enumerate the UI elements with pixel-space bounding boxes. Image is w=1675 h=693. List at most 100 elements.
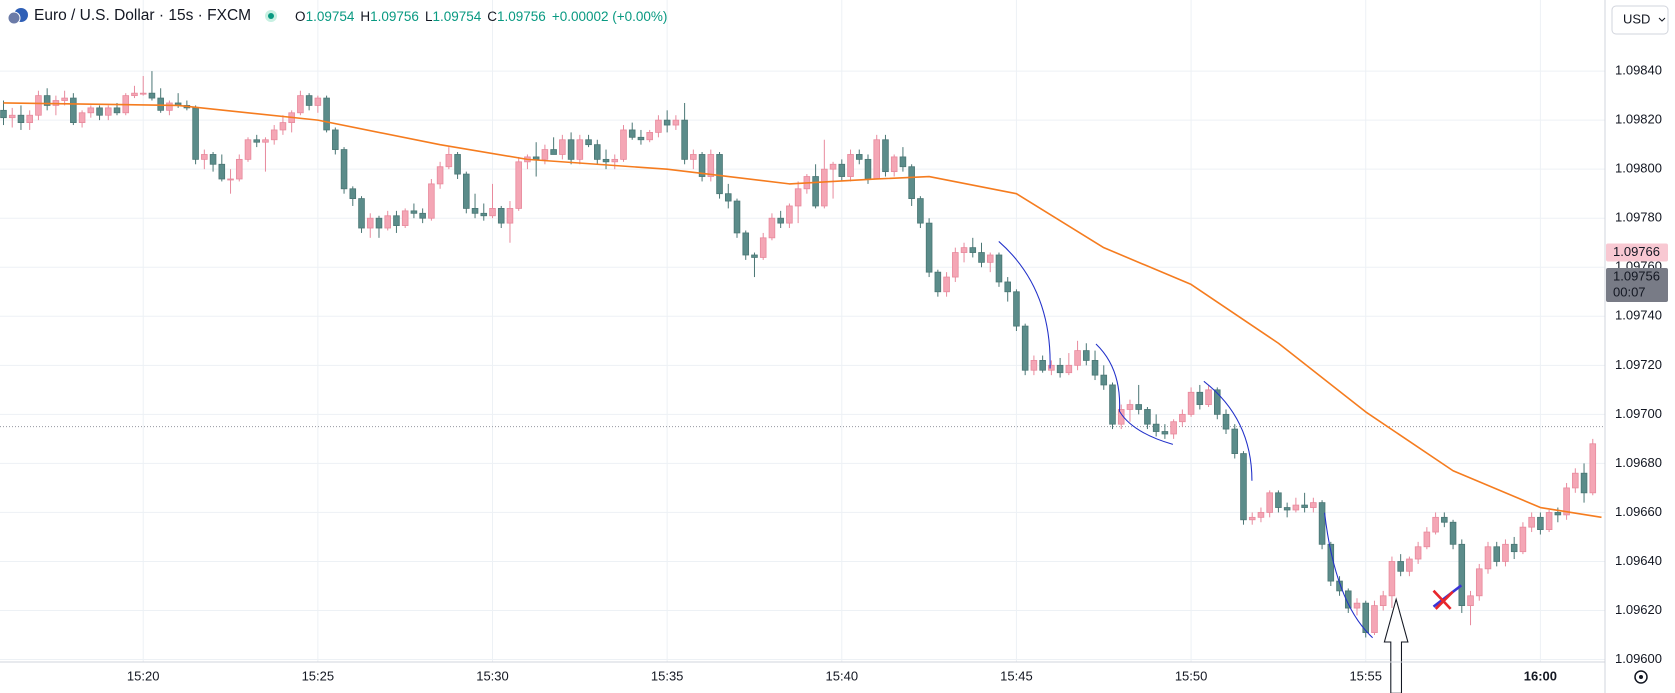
candle-body xyxy=(908,166,915,199)
candle-body xyxy=(43,95,51,106)
candle-body xyxy=(1266,492,1273,513)
drawing-curve xyxy=(1324,512,1373,639)
candle-body xyxy=(576,139,584,160)
candle-body xyxy=(655,119,662,133)
candle-body xyxy=(1283,507,1291,511)
candle-body xyxy=(873,139,881,180)
candle-body xyxy=(1344,590,1352,609)
candle-body xyxy=(646,131,653,141)
candle-body xyxy=(113,107,121,114)
candle-body xyxy=(1336,580,1343,592)
candle-body xyxy=(1310,502,1317,508)
candle-body xyxy=(934,271,942,293)
candle-body xyxy=(1388,561,1396,597)
candle-body xyxy=(1100,374,1108,386)
candle-body xyxy=(419,212,426,219)
candle-body xyxy=(1353,602,1361,609)
candle-body xyxy=(864,158,872,180)
candle-body xyxy=(1397,561,1404,572)
candle-body xyxy=(1240,453,1247,521)
candle-body xyxy=(340,149,348,190)
candle-body xyxy=(751,254,758,258)
y-tick-label: 1.09680 xyxy=(1615,455,1662,470)
candle-body xyxy=(1257,512,1265,518)
candle-body xyxy=(1231,428,1239,454)
drawing-curve xyxy=(1203,380,1253,481)
x-tick-label: 15:45 xyxy=(1000,668,1033,683)
candle-body xyxy=(1170,421,1177,435)
currency[interactable]: USD xyxy=(1623,11,1650,26)
candle-body xyxy=(366,217,374,229)
candle-body xyxy=(1493,546,1501,562)
candle-body xyxy=(1554,512,1562,516)
symbol-icon xyxy=(8,8,28,25)
candle-body xyxy=(1379,595,1387,607)
candle-body xyxy=(602,158,610,163)
candle-body xyxy=(960,247,968,253)
candle-body xyxy=(925,222,933,273)
candle-body xyxy=(35,95,42,116)
candle-body xyxy=(0,109,7,119)
candle-body xyxy=(201,154,208,160)
candle-body xyxy=(550,149,557,155)
candle-body xyxy=(454,154,461,175)
candle-body xyxy=(1117,409,1125,425)
candle-body xyxy=(821,168,828,207)
y-tick-label: 1.09620 xyxy=(1615,602,1662,617)
candle-body xyxy=(1021,325,1029,371)
candle-body xyxy=(847,154,854,177)
candle-body xyxy=(445,154,453,168)
open: 1.09754 xyxy=(305,8,355,24)
candle-body xyxy=(1135,404,1142,410)
drawing-curve xyxy=(998,241,1051,369)
candle-body xyxy=(515,161,522,209)
candle-body xyxy=(716,154,723,195)
candle-body xyxy=(1222,413,1230,430)
high: 1.09756 xyxy=(370,8,419,24)
candle-body xyxy=(401,210,409,226)
candle-body xyxy=(1441,516,1448,523)
candle-body xyxy=(384,215,391,229)
candle-body xyxy=(305,95,313,106)
candle-body xyxy=(952,252,959,278)
candle-body xyxy=(375,217,383,229)
settings-icon-dot xyxy=(1639,675,1643,679)
candle-body xyxy=(471,208,479,214)
candle-body xyxy=(489,208,496,217)
candle-body xyxy=(349,188,357,199)
candle-body xyxy=(244,139,252,160)
marks xyxy=(0,71,1605,638)
candle-body xyxy=(724,193,732,202)
candle-body xyxy=(917,198,924,224)
close: 1.09756 xyxy=(497,8,546,24)
candle-body xyxy=(995,254,1003,283)
candle-body xyxy=(1048,364,1055,371)
candle-body xyxy=(1318,502,1326,545)
x-tick-label: 15:25 xyxy=(302,668,335,683)
candle-body xyxy=(969,247,977,253)
candle-body xyxy=(882,139,889,173)
candle-body xyxy=(104,107,112,116)
candle-body xyxy=(393,215,400,226)
x-tick-label: 15:55 xyxy=(1349,668,1382,683)
candle-body xyxy=(139,92,147,95)
candle-body xyxy=(1187,391,1195,415)
candle-body xyxy=(192,107,199,160)
candle-body xyxy=(620,129,627,160)
candle-body xyxy=(1161,431,1169,435)
candle-body xyxy=(1292,504,1300,511)
candle-body xyxy=(1572,472,1579,489)
candle-body xyxy=(707,154,715,177)
currency-button[interactable] xyxy=(1611,5,1669,35)
settings-icon[interactable] xyxy=(1634,670,1648,684)
price-label: 1.09756 xyxy=(1613,268,1660,283)
candle-body xyxy=(297,95,304,114)
legend: Euro / U.S. Dollar · 15s · FXCM O 1.09754… xyxy=(8,7,667,25)
candle-body xyxy=(314,97,322,106)
price-label: 1.09766 xyxy=(1613,244,1660,259)
x-tick-label: 15:50 xyxy=(1175,668,1208,683)
candle-body xyxy=(829,163,837,170)
candle-body xyxy=(1196,391,1204,405)
candle-body xyxy=(235,158,243,180)
